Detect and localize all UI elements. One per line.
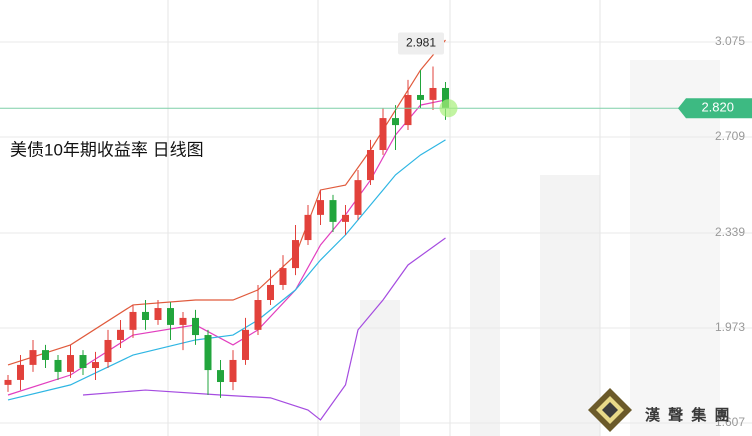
candle-body bbox=[367, 150, 374, 181]
candle-body bbox=[317, 200, 324, 215]
candle-body bbox=[17, 364, 24, 380]
candle-body bbox=[42, 350, 49, 360]
candle-body bbox=[117, 329, 124, 340]
candle-body bbox=[192, 317, 199, 336]
candle-body bbox=[179, 317, 187, 325]
candle-body bbox=[404, 94, 412, 126]
indicator-line bbox=[82, 237, 446, 421]
candle-body bbox=[104, 339, 112, 363]
candle-body bbox=[354, 180, 362, 215]
candle-body bbox=[79, 355, 87, 369]
candle-body bbox=[267, 284, 274, 301]
candle-body bbox=[204, 335, 212, 371]
last-price-tag bbox=[678, 98, 752, 119]
candle-body bbox=[379, 118, 387, 151]
y-tick-label: 2.709 bbox=[715, 129, 745, 143]
candle-body bbox=[292, 240, 299, 269]
background-decoration bbox=[360, 60, 720, 436]
candle-body bbox=[29, 350, 37, 365]
logo bbox=[588, 388, 632, 432]
vertical-grid bbox=[167, 0, 601, 436]
candle-body bbox=[167, 308, 174, 325]
indicator-line bbox=[7, 139, 446, 401]
y-tick-label: 2.339 bbox=[715, 225, 745, 239]
candle-body bbox=[54, 359, 62, 372]
candle-body bbox=[229, 359, 237, 383]
candle-body bbox=[442, 87, 449, 109]
candle-body bbox=[417, 94, 424, 100]
last-price-label: 2.820 bbox=[701, 100, 734, 115]
max-annotation: 2.981 bbox=[406, 36, 436, 50]
watermark: 漢 聲 集 團 bbox=[645, 406, 732, 424]
candle-body bbox=[154, 308, 162, 320]
last-price-glow bbox=[439, 99, 458, 118]
candle-body bbox=[254, 300, 262, 330]
candle-body bbox=[242, 329, 249, 360]
y-tick-label: 1.973 bbox=[715, 320, 745, 334]
candle-body bbox=[329, 200, 337, 222]
candle-body bbox=[4, 379, 12, 385]
candle-body bbox=[92, 362, 99, 369]
y-tick-label: 3.075 bbox=[715, 34, 745, 48]
candle-body bbox=[429, 87, 437, 100]
candle-body bbox=[217, 370, 224, 383]
candle-body bbox=[129, 311, 137, 330]
chart-title: 美债10年期收益率 日线图 bbox=[10, 140, 204, 159]
candle-body bbox=[279, 268, 287, 285]
y-tick-label: 1.607 bbox=[715, 415, 745, 429]
max-annotation-box bbox=[398, 32, 444, 55]
candle-body bbox=[392, 118, 399, 126]
candle-body bbox=[142, 311, 149, 320]
candle-body bbox=[67, 355, 74, 372]
candle-body bbox=[304, 214, 312, 241]
candle-body bbox=[342, 214, 349, 222]
